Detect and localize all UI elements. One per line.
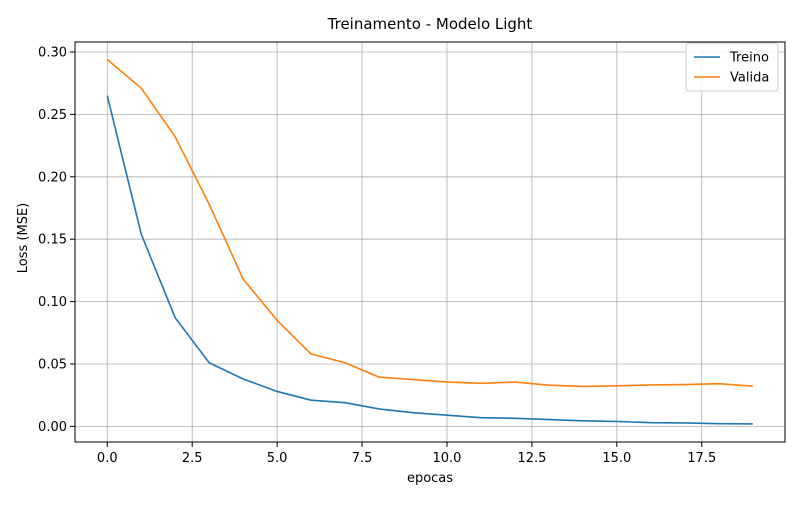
y-tick-label: 0.20	[38, 170, 67, 185]
legend-box	[685, 42, 779, 92]
y-tick-label: 0.10	[38, 295, 67, 310]
legend-label-treino: Treino	[729, 51, 769, 66]
series-lines	[106, 58, 753, 425]
y-tick-label: 0.30	[38, 45, 67, 60]
legend: Treino Valida	[685, 42, 779, 92]
y-tick-label: 0.15	[38, 233, 67, 248]
legend-label-valida: Valida	[730, 71, 769, 86]
x-tick-label: 2.5	[182, 451, 203, 466]
series-line-valida	[106, 58, 753, 388]
series-line-treino	[106, 95, 753, 425]
x-tick-label: 10.0	[433, 451, 462, 466]
x-tick-label: 5.0	[267, 451, 288, 466]
x-tick-label: 0.0	[97, 451, 118, 466]
x-tick-label: 15.0	[602, 451, 631, 466]
x-tick-label: 17.5	[687, 451, 716, 466]
grid	[75, 42, 785, 442]
chart-title: Treinamento - Modelo Light	[327, 15, 533, 33]
y-tick-label: 0.00	[38, 420, 67, 435]
plot-area-frame	[74, 41, 786, 443]
x-tick-label: 12.5	[517, 451, 546, 466]
axis-ticks: 0.0 2.5 5.0 7.5 10.0 12.5 15.0 17.5 0.00 0.05 0.10…	[38, 45, 716, 466]
x-axis-label: epocas	[407, 471, 453, 486]
x-tick-label: 7.5	[352, 451, 373, 466]
y-tick-label: 0.05	[38, 357, 67, 372]
y-axis-label: Loss (MSE)	[16, 203, 31, 273]
y-tick-label: 0.25	[38, 108, 67, 123]
